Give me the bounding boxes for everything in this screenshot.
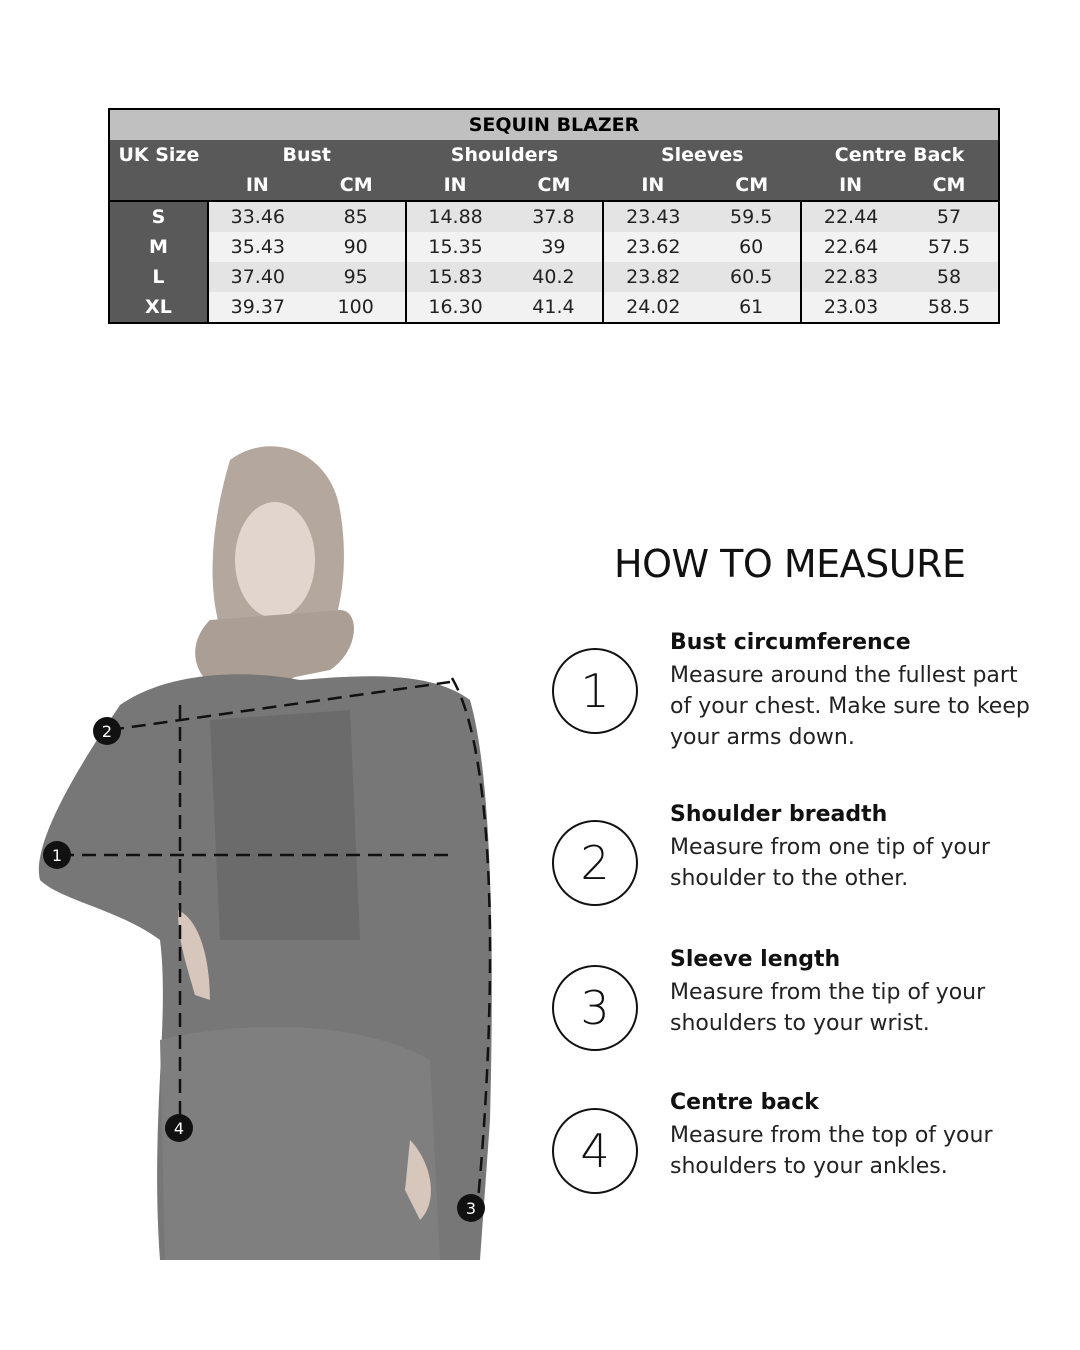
value-cell: 22.64	[800, 232, 900, 262]
value-cell: 23.82	[602, 262, 703, 292]
marker-1: 1	[43, 841, 71, 869]
unit-header: IN	[603, 170, 703, 201]
value-cell: 95	[306, 262, 406, 292]
marker-4: 4	[165, 1114, 193, 1142]
value-cell: 90	[306, 232, 406, 262]
value-cell: 57.5	[900, 232, 999, 262]
step-description: Measure from the top of your shoulders t…	[670, 1123, 993, 1179]
size-cell: S	[109, 200, 208, 232]
value-cell: 14.88	[404, 200, 505, 232]
value-cell: 23.03	[800, 292, 900, 323]
step-number: 1	[552, 648, 638, 734]
value-cell: 37.40	[206, 262, 307, 292]
measurement-figure: 1 2 3 4	[38, 446, 492, 1260]
unit-header: CM	[702, 170, 802, 201]
unit-header: CM	[504, 170, 604, 201]
value-cell: 57	[900, 200, 999, 232]
table-title: SEQUIN BLAZER	[109, 109, 999, 140]
value-cell: 33.46	[206, 200, 307, 232]
value-cell: 37.8	[504, 200, 604, 232]
unit-header: IN	[405, 170, 505, 201]
value-cell: 22.44	[800, 200, 900, 232]
marker-3: 3	[457, 1194, 485, 1222]
step-title: Shoulder breadth	[670, 802, 888, 827]
value-cell: 59.5	[702, 200, 802, 232]
value-cell: 100	[306, 292, 406, 323]
value-cell: 23.62	[602, 232, 703, 262]
table-row: M 35.43 90 15.35 39 23.62 60 22.64 57.5	[109, 232, 999, 262]
marker-2: 2	[93, 717, 121, 745]
value-cell: 22.83	[800, 262, 900, 292]
measure-lines	[60, 677, 492, 1201]
group-header: Sleeves	[603, 140, 802, 170]
value-cell: 60.5	[702, 262, 802, 292]
value-cell: 23.43	[602, 200, 703, 232]
value-cell: 58.5	[900, 292, 999, 323]
step-number: 4	[552, 1108, 638, 1194]
size-cell: M	[109, 232, 208, 262]
value-cell: 39.37	[206, 292, 307, 323]
size-header: UK Size	[109, 140, 208, 170]
unit-header: CM	[900, 170, 999, 201]
value-cell: 15.35	[404, 232, 505, 262]
model-silhouette	[38, 446, 492, 1260]
step-number: 2	[552, 820, 638, 906]
value-cell: 16.30	[404, 292, 505, 323]
unit-header: CM	[306, 170, 406, 201]
value-cell: 58	[900, 262, 999, 292]
size-chart-table: SEQUIN BLAZER UK Size Bust Shoulders Sle…	[108, 108, 1000, 324]
how-to-measure-title: HOW TO MEASURE	[614, 542, 966, 586]
step-number: 3	[552, 965, 638, 1051]
value-cell: 41.4	[504, 292, 604, 323]
unit-header: IN	[207, 170, 307, 201]
group-header: Shoulders	[405, 140, 604, 170]
step-title: Centre back	[670, 1090, 819, 1115]
value-cell: 15.83	[404, 262, 505, 292]
value-cell: 39	[504, 232, 604, 262]
table-row: S 33.46 85 14.88 37.8 23.43 59.5 22.44 57	[109, 200, 999, 232]
value-cell: 60	[702, 232, 802, 262]
value-cell: 24.02	[602, 292, 703, 323]
table-row: XL 39.37 100 16.30 41.4 24.02 61 23.03 58.5	[109, 292, 999, 323]
step-title: Bust circumference	[670, 630, 911, 655]
unit-header: IN	[801, 170, 900, 201]
step-description: Measure from one tip of your shoulder to…	[670, 835, 990, 891]
value-cell: 40.2	[504, 262, 604, 292]
table-row: L 37.40 95 15.83 40.2 23.82 60.5 22.83 58	[109, 262, 999, 292]
step-title: Sleeve length	[670, 947, 841, 972]
svg-text:3: 3	[466, 1199, 476, 1218]
group-header: Bust	[207, 140, 406, 170]
value-cell: 61	[702, 292, 802, 323]
size-cell: XL	[109, 292, 208, 323]
group-header: Centre Back	[801, 140, 999, 170]
value-cell: 35.43	[206, 232, 307, 262]
step-description: Measure from the tip of your shoulders t…	[670, 980, 986, 1036]
size-cell: L	[109, 262, 208, 292]
step-description: Measure around the fullest part of your …	[670, 663, 1030, 750]
svg-text:1: 1	[52, 846, 62, 865]
svg-text:2: 2	[102, 722, 112, 741]
svg-text:4: 4	[174, 1119, 184, 1138]
value-cell: 85	[306, 200, 406, 232]
